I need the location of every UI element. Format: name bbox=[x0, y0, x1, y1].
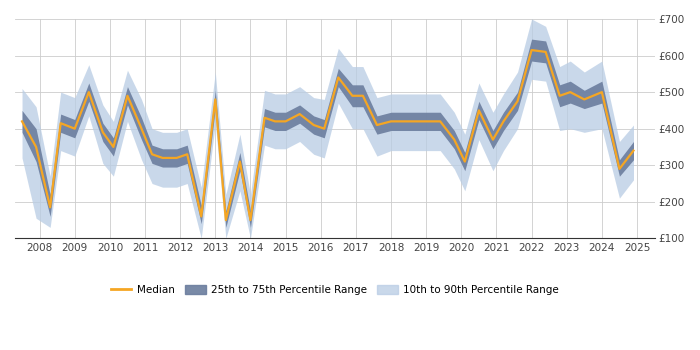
Legend: Median, 25th to 75th Percentile Range, 10th to 90th Percentile Range: Median, 25th to 75th Percentile Range, 1… bbox=[106, 281, 564, 299]
